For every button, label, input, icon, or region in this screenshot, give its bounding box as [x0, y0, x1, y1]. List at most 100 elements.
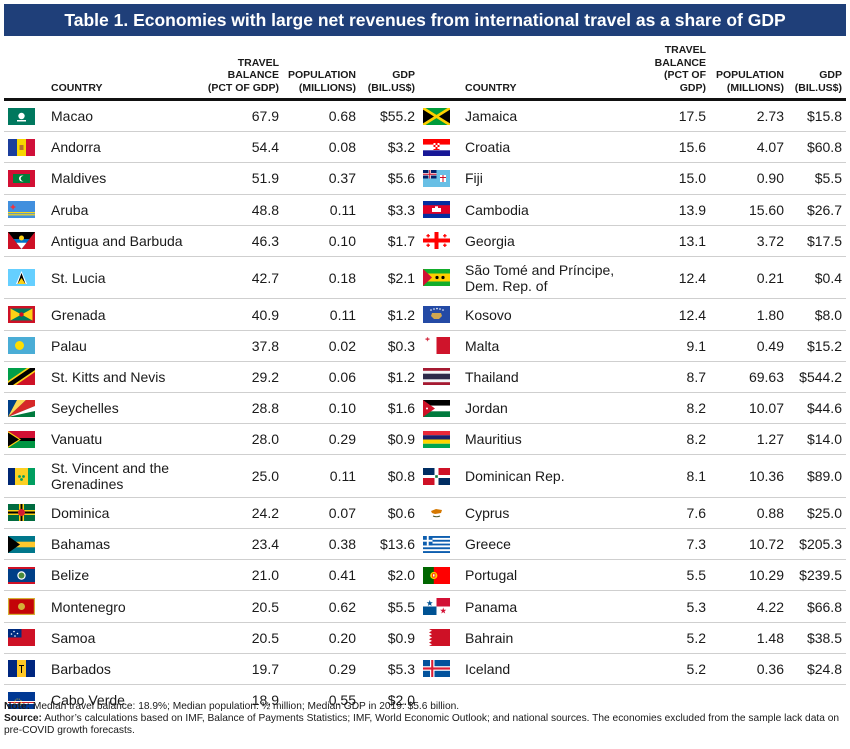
country-name: Jordan	[465, 400, 508, 417]
country-name: Mauritius	[465, 431, 522, 448]
right-table-row: Malta 9.1 0.49 $15.2	[418, 331, 846, 361]
belize-flag-icon	[8, 566, 35, 584]
gdp-value: $0.9	[387, 629, 415, 646]
gdp-value: $0.8	[387, 468, 415, 485]
gdp-value: $1.7	[387, 232, 415, 249]
left-table-row: Palau 37.8 0.02 $0.3	[4, 331, 415, 361]
gdp-value: $0.3	[387, 337, 415, 354]
population-value: 10.72	[748, 536, 784, 553]
population-value: 15.60	[748, 201, 784, 218]
st-vincent-flag-icon	[8, 467, 35, 485]
left-table-row: St. Kitts and Nevis 29.2 0.06 $1.2	[4, 362, 415, 392]
left-table-row: Maldives 51.9 0.37 $5.6	[4, 163, 415, 193]
cabo-verde-flag-icon	[8, 691, 35, 709]
header-population-left: POPULATION (MILLIONS)	[287, 69, 356, 94]
travel-balance-value: 5.2	[686, 660, 706, 677]
country-name: Palau	[51, 337, 87, 354]
country-name: Maldives	[51, 170, 107, 187]
table-row: Samoa 20.5 0.20 $0.9 Bahrain 5.2 1.48 $38.5	[4, 623, 846, 654]
right-table-row: Iceland 5.2 0.36 $24.8	[418, 654, 846, 684]
left-table-row: Cabo Verde 18.9 0.55 $2.0	[4, 685, 415, 715]
gdp-value: $5.3	[387, 660, 415, 677]
population-value: 1.80	[756, 306, 784, 323]
population-value: 1.27	[756, 431, 784, 448]
right-table-row: Portugal 5.5 10.29 $239.5	[418, 560, 846, 590]
gdp-value: $17.5	[806, 232, 842, 249]
antigua-and-barbuda-flag-icon	[8, 232, 35, 250]
right-table-row: Croatia 15.6 4.07 $60.8	[418, 132, 846, 162]
country-name: Thailand	[465, 368, 519, 385]
travel-balance-value: 13.1	[678, 232, 706, 249]
travel-balance-value: 20.5	[251, 598, 279, 615]
population-value: 3.72	[756, 232, 784, 249]
travel-balance-value: 9.1	[686, 337, 706, 354]
country-name: Dominican Rep.	[465, 468, 565, 485]
right-table-row: São Tomé and Príncipe, Dem. Rep. of 12.4 0…	[418, 257, 846, 299]
travel-balance-value: 46.3	[251, 232, 279, 249]
country-name: Antigua and Barbuda	[51, 232, 183, 249]
travel-balance-value: 5.5	[686, 567, 706, 584]
travel-balance-value: 8.2	[686, 431, 706, 448]
travel-balance-value: 12.4	[678, 306, 706, 323]
st-lucia-flag-icon	[8, 269, 35, 287]
travel-balance-value: 18.9	[251, 692, 279, 709]
header-country-right: COUNTRY	[465, 81, 517, 94]
country-name: Malta	[465, 337, 500, 354]
thailand-flag-icon	[423, 368, 450, 386]
gdp-value: $1.2	[387, 306, 415, 323]
country-name: Kosovo	[465, 306, 512, 323]
gdp-value: $24.8	[806, 660, 842, 677]
gdp-value: $5.5	[387, 598, 415, 615]
iceland-flag-icon	[423, 660, 450, 678]
georgia-flag-icon	[423, 232, 450, 250]
cambodia-flag-icon	[423, 201, 450, 219]
population-value: 0.10	[328, 232, 356, 249]
gdp-value: $3.3	[387, 201, 415, 218]
gdp-value: $8.0	[814, 306, 842, 323]
population-value: 1.48	[756, 629, 784, 646]
header-population-right: POPULATION (MILLIONS)	[715, 69, 784, 94]
table-row: St. Lucia 42.7 0.18 $2.1 São Tomé and Prínci…	[4, 257, 846, 300]
note-text: Median travel balance: 18.9%; Median pop…	[30, 701, 460, 712]
population-value: 0.55	[328, 692, 356, 709]
gdp-value: $15.8	[806, 108, 842, 125]
gdp-value: $0.4	[814, 269, 842, 286]
country-name: São Tomé and Príncipe, Dem. Rep. of	[465, 261, 615, 294]
data-table: Macao 67.9 0.68 $55.2 Jamaica 17.5 2.73 $15.8 An…	[4, 101, 846, 715]
country-name: Dominica	[51, 504, 110, 521]
country-name: Croatia	[465, 139, 511, 156]
population-value: 0.07	[328, 504, 356, 521]
portugal-flag-icon	[423, 566, 450, 584]
country-name: St. Vincent and the Grenadines	[51, 460, 170, 493]
country-name: Bahamas	[51, 536, 111, 553]
bahamas-flag-icon	[8, 535, 35, 553]
table-row: Grenada 40.9 0.11 $1.2 Kosovo 12.4 1.80 $8.0	[4, 299, 846, 331]
travel-balance-value: 8.2	[686, 400, 706, 417]
population-value: 0.06	[328, 368, 356, 385]
gdp-value: $13.6	[379, 536, 415, 553]
travel-balance-value: 48.8	[251, 201, 279, 218]
right-table-row: Fiji 15.0 0.90 $5.5	[418, 163, 846, 193]
right-table-row: Bahrain 5.2 1.48 $38.5	[418, 623, 846, 653]
gdp-value: $66.8	[806, 598, 842, 615]
table-row: Bahamas 23.4 0.38 $13.6 Greece 7.3 10.72 $205.3	[4, 529, 846, 561]
population-value: 0.11	[329, 201, 356, 218]
country-name: Vanuatu	[51, 431, 103, 448]
country-name: Grenada	[51, 306, 106, 323]
croatia-flag-icon	[423, 138, 450, 156]
right-table-row: Greece 7.3 10.72 $205.3	[418, 529, 846, 559]
gdp-value: $2.0	[387, 567, 415, 584]
country-name: Montenegro	[51, 598, 126, 615]
column-headers: COUNTRY TRAVEL BALANCE (PCT OF GDP) POPU…	[4, 40, 846, 98]
left-table-row: Barbados 19.7 0.29 $5.3	[4, 654, 415, 684]
gdp-value: $55.2	[379, 108, 415, 125]
left-table-row: Montenegro 20.5 0.62 $5.5	[4, 591, 415, 621]
vanuatu-flag-icon	[8, 430, 35, 448]
table-row: Macao 67.9 0.68 $55.2 Jamaica 17.5 2.73 $15.8	[4, 101, 846, 133]
header-rule	[4, 98, 846, 101]
population-value: 10.29	[748, 567, 784, 584]
gdp-value: $25.0	[806, 504, 842, 521]
travel-balance-value: 37.8	[251, 337, 279, 354]
mauritius-flag-icon	[423, 430, 450, 448]
aruba-flag-icon	[8, 201, 35, 219]
